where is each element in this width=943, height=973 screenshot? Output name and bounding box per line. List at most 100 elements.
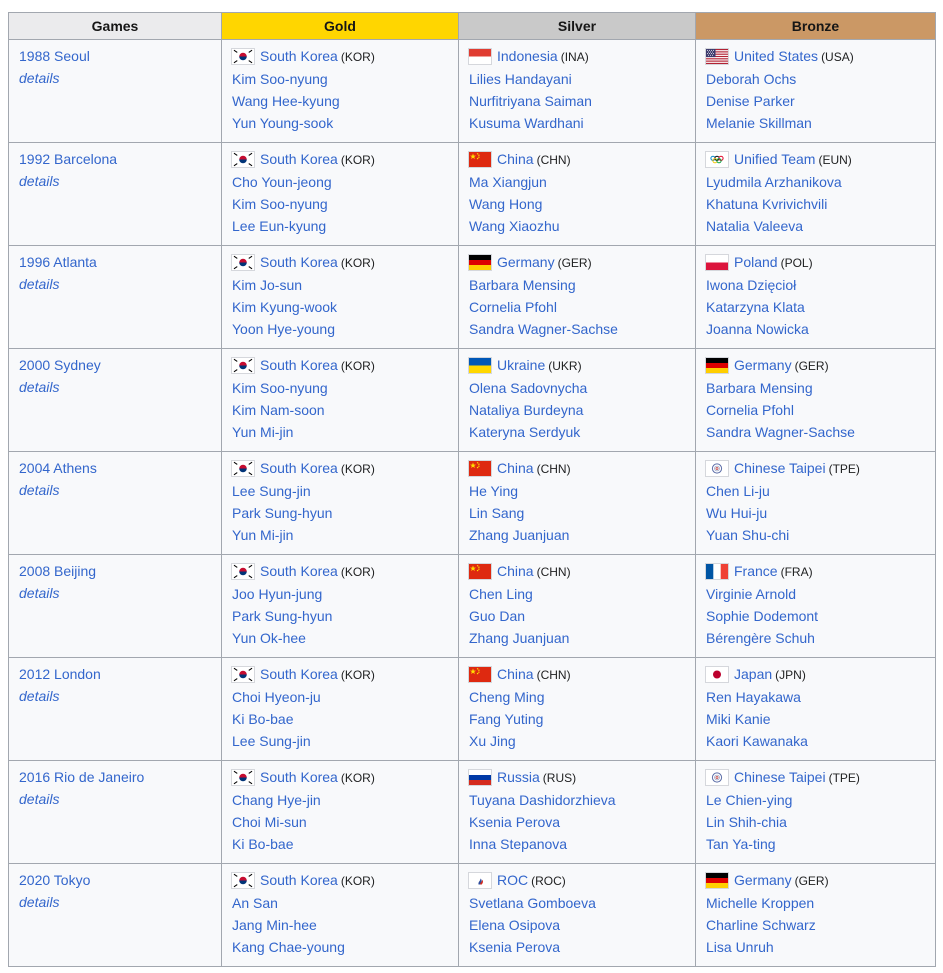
country-link[interactable]: South Korea [260,151,338,167]
athlete-link[interactable]: Kim Kyung-wook [232,299,338,315]
details-link[interactable]: details [19,173,60,189]
country-link[interactable]: South Korea [260,563,338,579]
athlete-link[interactable]: Kim Nam-soon [232,402,325,418]
details-link[interactable]: details [19,585,60,601]
country-link[interactable]: South Korea [260,460,338,476]
games-link[interactable]: 1992 Barcelona [19,151,118,167]
athlete-link[interactable]: Jang Min-hee [232,917,317,933]
athlete-link[interactable]: Yun Mi-jin [232,424,294,440]
athlete-link[interactable]: Kateryna Serdyuk [469,424,581,440]
athlete-link[interactable]: Iwona Dzięcioł [706,277,797,293]
athlete-link[interactable]: Kusuma Wardhani [469,115,584,131]
athlete-link[interactable]: Yun Mi-jin [232,527,294,543]
details-link[interactable]: details [19,482,60,498]
athlete-link[interactable]: Tan Ya-ting [706,836,776,852]
athlete-link[interactable]: Natalia Valeeva [706,218,804,234]
athlete-link[interactable]: Kim Soo-nyung [232,196,328,212]
athlete-link[interactable]: Kim Soo-nyung [232,380,328,396]
country-link[interactable]: Germany [734,872,792,888]
athlete-link[interactable]: Joo Hyun-jung [232,586,323,602]
athlete-link[interactable]: Kim Soo-nyung [232,71,328,87]
athlete-link[interactable]: Khatuna Kvrivichvili [706,196,828,212]
country-link[interactable]: South Korea [260,48,338,64]
athlete-link[interactable]: Lyudmila Arzhanikova [706,174,842,190]
athlete-link[interactable]: Joanna Nowicka [706,321,809,337]
athlete-link[interactable]: Lilies Handayani [469,71,572,87]
athlete-link[interactable]: Lee Sung-jin [232,733,311,749]
athlete-link[interactable]: Inna Stepanova [469,836,568,852]
country-link[interactable]: Poland [734,254,778,270]
details-link[interactable]: details [19,276,60,292]
country-link[interactable]: South Korea [260,666,338,682]
country-link[interactable]: France [734,563,778,579]
athlete-link[interactable]: Wu Hui-ju [706,505,768,521]
athlete-link[interactable]: Cheng Ming [469,689,545,705]
athlete-link[interactable]: Sandra Wagner-Sachse [706,424,855,440]
athlete-link[interactable]: Virginie Arnold [706,586,797,602]
athlete-link[interactable]: Barbara Mensing [469,277,576,293]
country-link[interactable]: Ukraine [497,357,546,373]
details-link[interactable]: details [19,791,60,807]
athlete-link[interactable]: Ma Xiangjun [469,174,547,190]
athlete-link[interactable]: Wang Hee-kyung [232,93,340,109]
athlete-link[interactable]: Sophie Dodemont [706,608,819,624]
athlete-link[interactable]: He Ying [469,483,519,499]
athlete-link[interactable]: Nurfitriyana Saiman [469,93,592,109]
country-link[interactable]: South Korea [260,357,338,373]
athlete-link[interactable]: Lin Sang [469,505,525,521]
country-link[interactable]: Germany [734,357,792,373]
country-link[interactable]: China [497,151,534,167]
country-link[interactable]: China [497,563,534,579]
country-link[interactable]: Germany [497,254,555,270]
athlete-link[interactable]: Ksenia Perova [469,814,561,830]
athlete-link[interactable]: Ksenia Perova [469,939,561,955]
athlete-link[interactable]: Lin Shih-chia [706,814,787,830]
athlete-link[interactable]: Yuan Shu-chi [706,527,790,543]
athlete-link[interactable]: Yun Young-sook [232,115,334,131]
athlete-link[interactable]: Elena Osipova [469,917,561,933]
country-link[interactable]: China [497,460,534,476]
athlete-link[interactable]: An San [232,895,278,911]
athlete-link[interactable]: Sandra Wagner-Sachse [469,321,618,337]
details-link[interactable]: details [19,688,60,704]
athlete-link[interactable]: Yun Ok-hee [232,630,306,646]
country-link[interactable]: Indonesia [497,48,558,64]
athlete-link[interactable]: Xu Jing [469,733,516,749]
athlete-link[interactable]: Ren Hayakawa [706,689,801,705]
athlete-link[interactable]: Wang Hong [469,196,543,212]
athlete-link[interactable]: Bérengère Schuh [706,630,815,646]
country-link[interactable]: South Korea [260,254,338,270]
athlete-link[interactable]: Chen Ling [469,586,533,602]
athlete-link[interactable]: Kaori Kawanaka [706,733,808,749]
athlete-link[interactable]: Kim Jo-sun [232,277,303,293]
athlete-link[interactable]: Park Sung-hyun [232,505,333,521]
athlete-link[interactable]: Michelle Kroppen [706,895,815,911]
athlete-link[interactable]: Le Chien-ying [706,792,793,808]
athlete-link[interactable]: Olena Sadovnycha [469,380,588,396]
athlete-link[interactable]: Miki Kanie [706,711,771,727]
country-link[interactable]: Russia [497,769,540,785]
athlete-link[interactable]: Lisa Unruh [706,939,774,955]
athlete-link[interactable]: Charline Schwarz [706,917,816,933]
games-link[interactable]: 2020 Tokyo [19,872,91,888]
games-link[interactable]: 2008 Beijing [19,563,97,579]
details-link[interactable]: details [19,70,60,86]
games-link[interactable]: 1988 Seoul [19,48,90,64]
athlete-link[interactable]: Melanie Skillman [706,115,812,131]
athlete-link[interactable]: Park Sung-hyun [232,608,333,624]
athlete-link[interactable]: Katarzyna Klata [706,299,805,315]
country-link[interactable]: ROC [497,872,529,888]
athlete-link[interactable]: Chen Li-ju [706,483,770,499]
athlete-link[interactable]: Cho Youn-jeong [232,174,332,190]
games-link[interactable]: 2016 Rio de Janeiro [19,769,145,785]
games-link[interactable]: 2004 Athens [19,460,97,476]
athlete-link[interactable]: Ki Bo-bae [232,836,294,852]
country-link[interactable]: South Korea [260,872,338,888]
games-link[interactable]: 1996 Atlanta [19,254,97,270]
country-link[interactable]: Japan [734,666,773,682]
athlete-link[interactable]: Lee Sung-jin [232,483,311,499]
athlete-link[interactable]: Choi Mi-sun [232,814,307,830]
athlete-link[interactable]: Cornelia Pfohl [706,402,794,418]
country-link[interactable]: United States [734,48,819,64]
athlete-link[interactable]: Cornelia Pfohl [469,299,557,315]
